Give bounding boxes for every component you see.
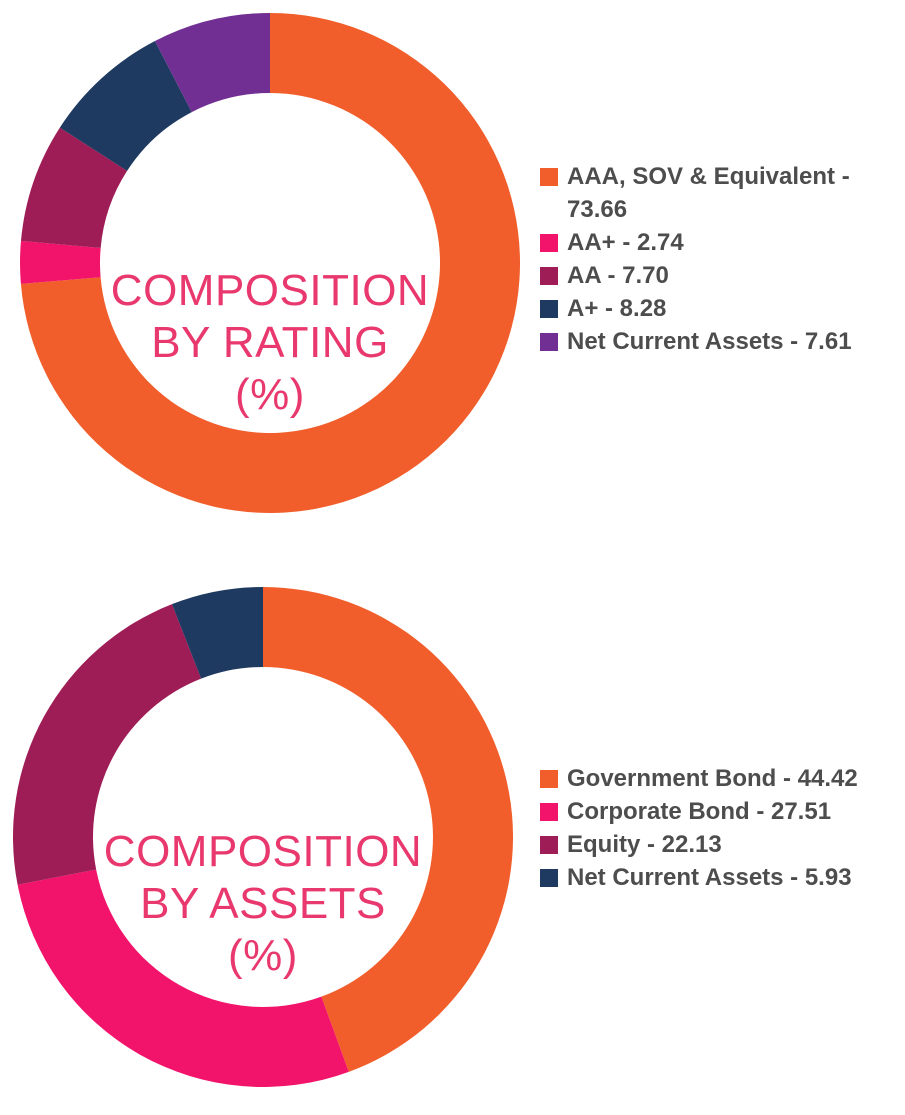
legend-label: Government Bond - 44.42 bbox=[567, 765, 858, 792]
legend-item: Equity - 22.13 bbox=[540, 828, 905, 861]
legend-item: Net Current Assets - 5.93 bbox=[540, 861, 905, 894]
rating-donut-svg bbox=[20, 13, 520, 513]
legend-label: AA - 7.70 bbox=[567, 262, 669, 289]
donut-slice-a bbox=[59, 41, 192, 171]
donut-slice-aa bbox=[20, 127, 128, 248]
donut-slice-corporate-bond bbox=[17, 869, 349, 1087]
legend-item: AAA, SOV & Equivalent - 73.66 bbox=[540, 160, 905, 226]
assets-donut-chart: COMPOSITION BY ASSETS (%) bbox=[13, 587, 513, 1087]
legend-swatch-icon bbox=[540, 168, 558, 186]
legend-item: A+ - 8.28 bbox=[540, 292, 905, 325]
rating-chart-title: COMPOSITION BY RATING (%) bbox=[20, 265, 520, 421]
donut-slice-aa bbox=[20, 240, 101, 284]
assets-title-line-1: COMPOSITION bbox=[103, 827, 423, 876]
legend-item: Net Current Assets - 7.61 bbox=[540, 325, 905, 358]
legend-swatch-icon bbox=[540, 333, 558, 351]
donut-slice-government-bond bbox=[263, 587, 513, 1072]
rating-title-line-2: BY RATING bbox=[151, 318, 389, 367]
assets-donut-svg bbox=[13, 587, 513, 1087]
legend-label: Equity - 22.13 bbox=[567, 831, 722, 858]
legend-swatch-icon bbox=[540, 836, 558, 854]
legend-swatch-icon bbox=[540, 869, 558, 887]
legend-label: A+ - 8.28 bbox=[567, 295, 667, 322]
legend-item: AA - 7.70 bbox=[540, 259, 905, 292]
legend-swatch-icon bbox=[540, 770, 558, 788]
rating-donut-chart: COMPOSITION BY RATING (%) bbox=[20, 13, 520, 513]
donut-slice-aaa-sov-equivalent bbox=[20, 13, 520, 513]
legend-swatch-icon bbox=[540, 803, 558, 821]
rating-chart-legend: AAA, SOV & Equivalent - 73.66 AA+ - 2.74 A… bbox=[540, 160, 905, 358]
legend-item: Government Bond - 44.42 bbox=[540, 762, 905, 795]
assets-chart-title: COMPOSITION BY ASSETS (%) bbox=[13, 826, 513, 982]
rating-title-line-1: COMPOSITION bbox=[110, 266, 430, 315]
donut-slice-net-current-assets bbox=[154, 13, 270, 113]
legend-label: Corporate Bond - 27.51 bbox=[567, 798, 832, 825]
assets-chart-legend: Government Bond - 44.42 Corporate Bond - … bbox=[540, 762, 905, 894]
legend-swatch-icon bbox=[540, 234, 558, 252]
legend-label: Net Current Assets - 7.61 bbox=[567, 328, 852, 355]
legend-label: AAA, SOV & Equivalent - 73.66 bbox=[567, 163, 850, 223]
assets-title-line-2: BY ASSETS bbox=[140, 879, 386, 928]
legend-swatch-icon bbox=[540, 267, 558, 285]
donut-slice-net-current-assets bbox=[171, 587, 263, 679]
legend-label: AA+ - 2.74 bbox=[567, 229, 684, 256]
assets-title-line-3: (%) bbox=[228, 931, 298, 980]
legend-swatch-icon bbox=[540, 300, 558, 318]
rating-title-line-3: (%) bbox=[235, 370, 305, 419]
donut-slice-equity bbox=[13, 604, 202, 885]
legend-label: Net Current Assets - 5.93 bbox=[567, 864, 852, 891]
legend-item: Corporate Bond - 27.51 bbox=[540, 795, 905, 828]
legend-item: AA+ - 2.74 bbox=[540, 226, 905, 259]
